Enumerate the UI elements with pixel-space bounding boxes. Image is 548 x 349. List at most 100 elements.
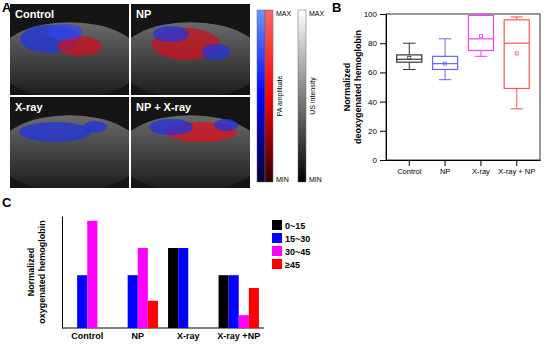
y-tick: 20: [368, 127, 386, 136]
box-group: [433, 39, 458, 80]
whisker-cap-low: [475, 56, 488, 57]
y-axis-line: [62, 217, 63, 329]
x-tick: Control: [71, 328, 103, 341]
mean: [408, 56, 411, 59]
whisker-low: [409, 62, 410, 69]
colorbar: [257, 10, 265, 182]
y-axis-title-line: deoxygenated hemoglobin: [353, 30, 363, 144]
colorbar-label: US intensity: [309, 77, 317, 115]
bar: [87, 221, 97, 328]
box: [397, 55, 422, 62]
legend-entry: 30~45: [272, 246, 310, 257]
bar: [229, 275, 239, 328]
mean: [479, 34, 482, 37]
image-tile: NP + X-ray: [117, 97, 265, 192]
legend-label: 0~15: [285, 221, 305, 231]
image-tile: X-ray: [0, 97, 143, 192]
x-tick-mark: [409, 160, 410, 166]
x-tick-label: X-ray: [472, 167, 490, 176]
bar: [128, 275, 138, 328]
legend-label: 15~30: [285, 234, 310, 244]
box-group: [504, 17, 529, 109]
x-tick: X-ray + NP: [498, 160, 535, 176]
whisker-cap-low: [403, 69, 416, 70]
colorbar-min: MIN: [309, 176, 322, 183]
whisker-cap-low: [510, 108, 523, 109]
y-tick-label: 20: [368, 127, 377, 136]
y-tick-label: 100: [364, 10, 378, 19]
bar: [168, 248, 178, 328]
colorbar-max: MAX: [309, 10, 325, 17]
bar: [67, 328, 77, 329]
whisker-cap-high: [510, 16, 523, 17]
y-tick-mark: [380, 102, 386, 103]
whisker-high: [445, 39, 446, 57]
x-tick-mark: [445, 160, 446, 166]
legend-swatch: [272, 259, 282, 269]
boxes: [397, 14, 530, 109]
colorbar: [265, 10, 273, 182]
x-axis: Control NP X-ray X-ray +NP: [62, 328, 264, 341]
y-axis: [62, 217, 63, 329]
pa-signal: [19, 122, 91, 142]
y-axis-title: Normalizedoxygenated hemoglobin: [26, 220, 47, 324]
x-tick-label: Control: [71, 331, 103, 341]
median: [433, 63, 458, 64]
legend-entry: 0~15: [272, 220, 305, 231]
whisker-cap-high: [475, 14, 488, 15]
y-tick-label: 0: [373, 156, 378, 165]
image-label: NP: [136, 8, 151, 20]
bar: [138, 248, 148, 328]
whisker-low: [480, 51, 481, 57]
legend-label: ≥45: [285, 260, 300, 270]
legend-swatch: [272, 246, 282, 256]
pa-signal: [214, 119, 238, 131]
legend-swatch: [272, 233, 282, 243]
y-tick-mark: [380, 72, 386, 73]
pa-signal: [47, 24, 83, 40]
image-tile: Control: [0, 4, 143, 99]
tissue: [10, 115, 129, 188]
x-axis: Control NP X-ray X-ray + NP: [387, 160, 541, 176]
plot-frame: [386, 14, 540, 160]
y-tick-label: 60: [368, 68, 377, 77]
y-tick-mark: [380, 14, 386, 15]
x-tick: X-ray: [177, 328, 200, 341]
pa-signal: [202, 44, 230, 60]
legend-entry: 15~30: [272, 233, 310, 244]
legend-entry: ≥45: [272, 259, 300, 270]
x-tick: NP: [131, 328, 144, 341]
bar: [188, 328, 198, 329]
pa-signal: [153, 26, 189, 42]
whisker-low: [445, 69, 446, 79]
mean: [444, 62, 447, 65]
x-tick: Control: [397, 160, 422, 176]
y-tick-label: 40: [368, 98, 377, 107]
y-axis-title: Normalizeddeoxygenated hemoglobin: [342, 30, 363, 144]
y-tick: 100: [364, 10, 386, 19]
median: [504, 43, 529, 44]
y-tick: 0: [373, 156, 386, 165]
whisker-cap-high: [439, 38, 452, 39]
colorbar-max: MAX: [276, 10, 292, 17]
bar: [219, 275, 229, 328]
pa-signal: [149, 119, 193, 135]
y-axis-line: [386, 15, 387, 161]
x-tick-label: NP: [440, 167, 450, 176]
image-label: X-ray: [15, 101, 43, 113]
x-tick: X-ray +NP: [217, 328, 260, 341]
x-tick: NP: [440, 160, 450, 176]
legend-swatch: [272, 220, 282, 230]
y-tick: 40: [368, 98, 386, 107]
box-group: [397, 43, 422, 69]
y-tick: 80: [368, 39, 386, 48]
x-tick-label: X-ray +NP: [217, 331, 260, 341]
legend: 0~15 15~30 30~45 ≥45: [272, 220, 310, 270]
image-label: NP + X-ray: [136, 101, 192, 113]
whisker-cap-low: [439, 79, 452, 80]
whisker-low: [516, 88, 517, 108]
y-axis-title-line: Normalized: [26, 248, 36, 297]
x-tick-label: NP: [131, 331, 144, 341]
bar: [249, 288, 259, 328]
x-tick-label: X-ray: [177, 331, 200, 341]
